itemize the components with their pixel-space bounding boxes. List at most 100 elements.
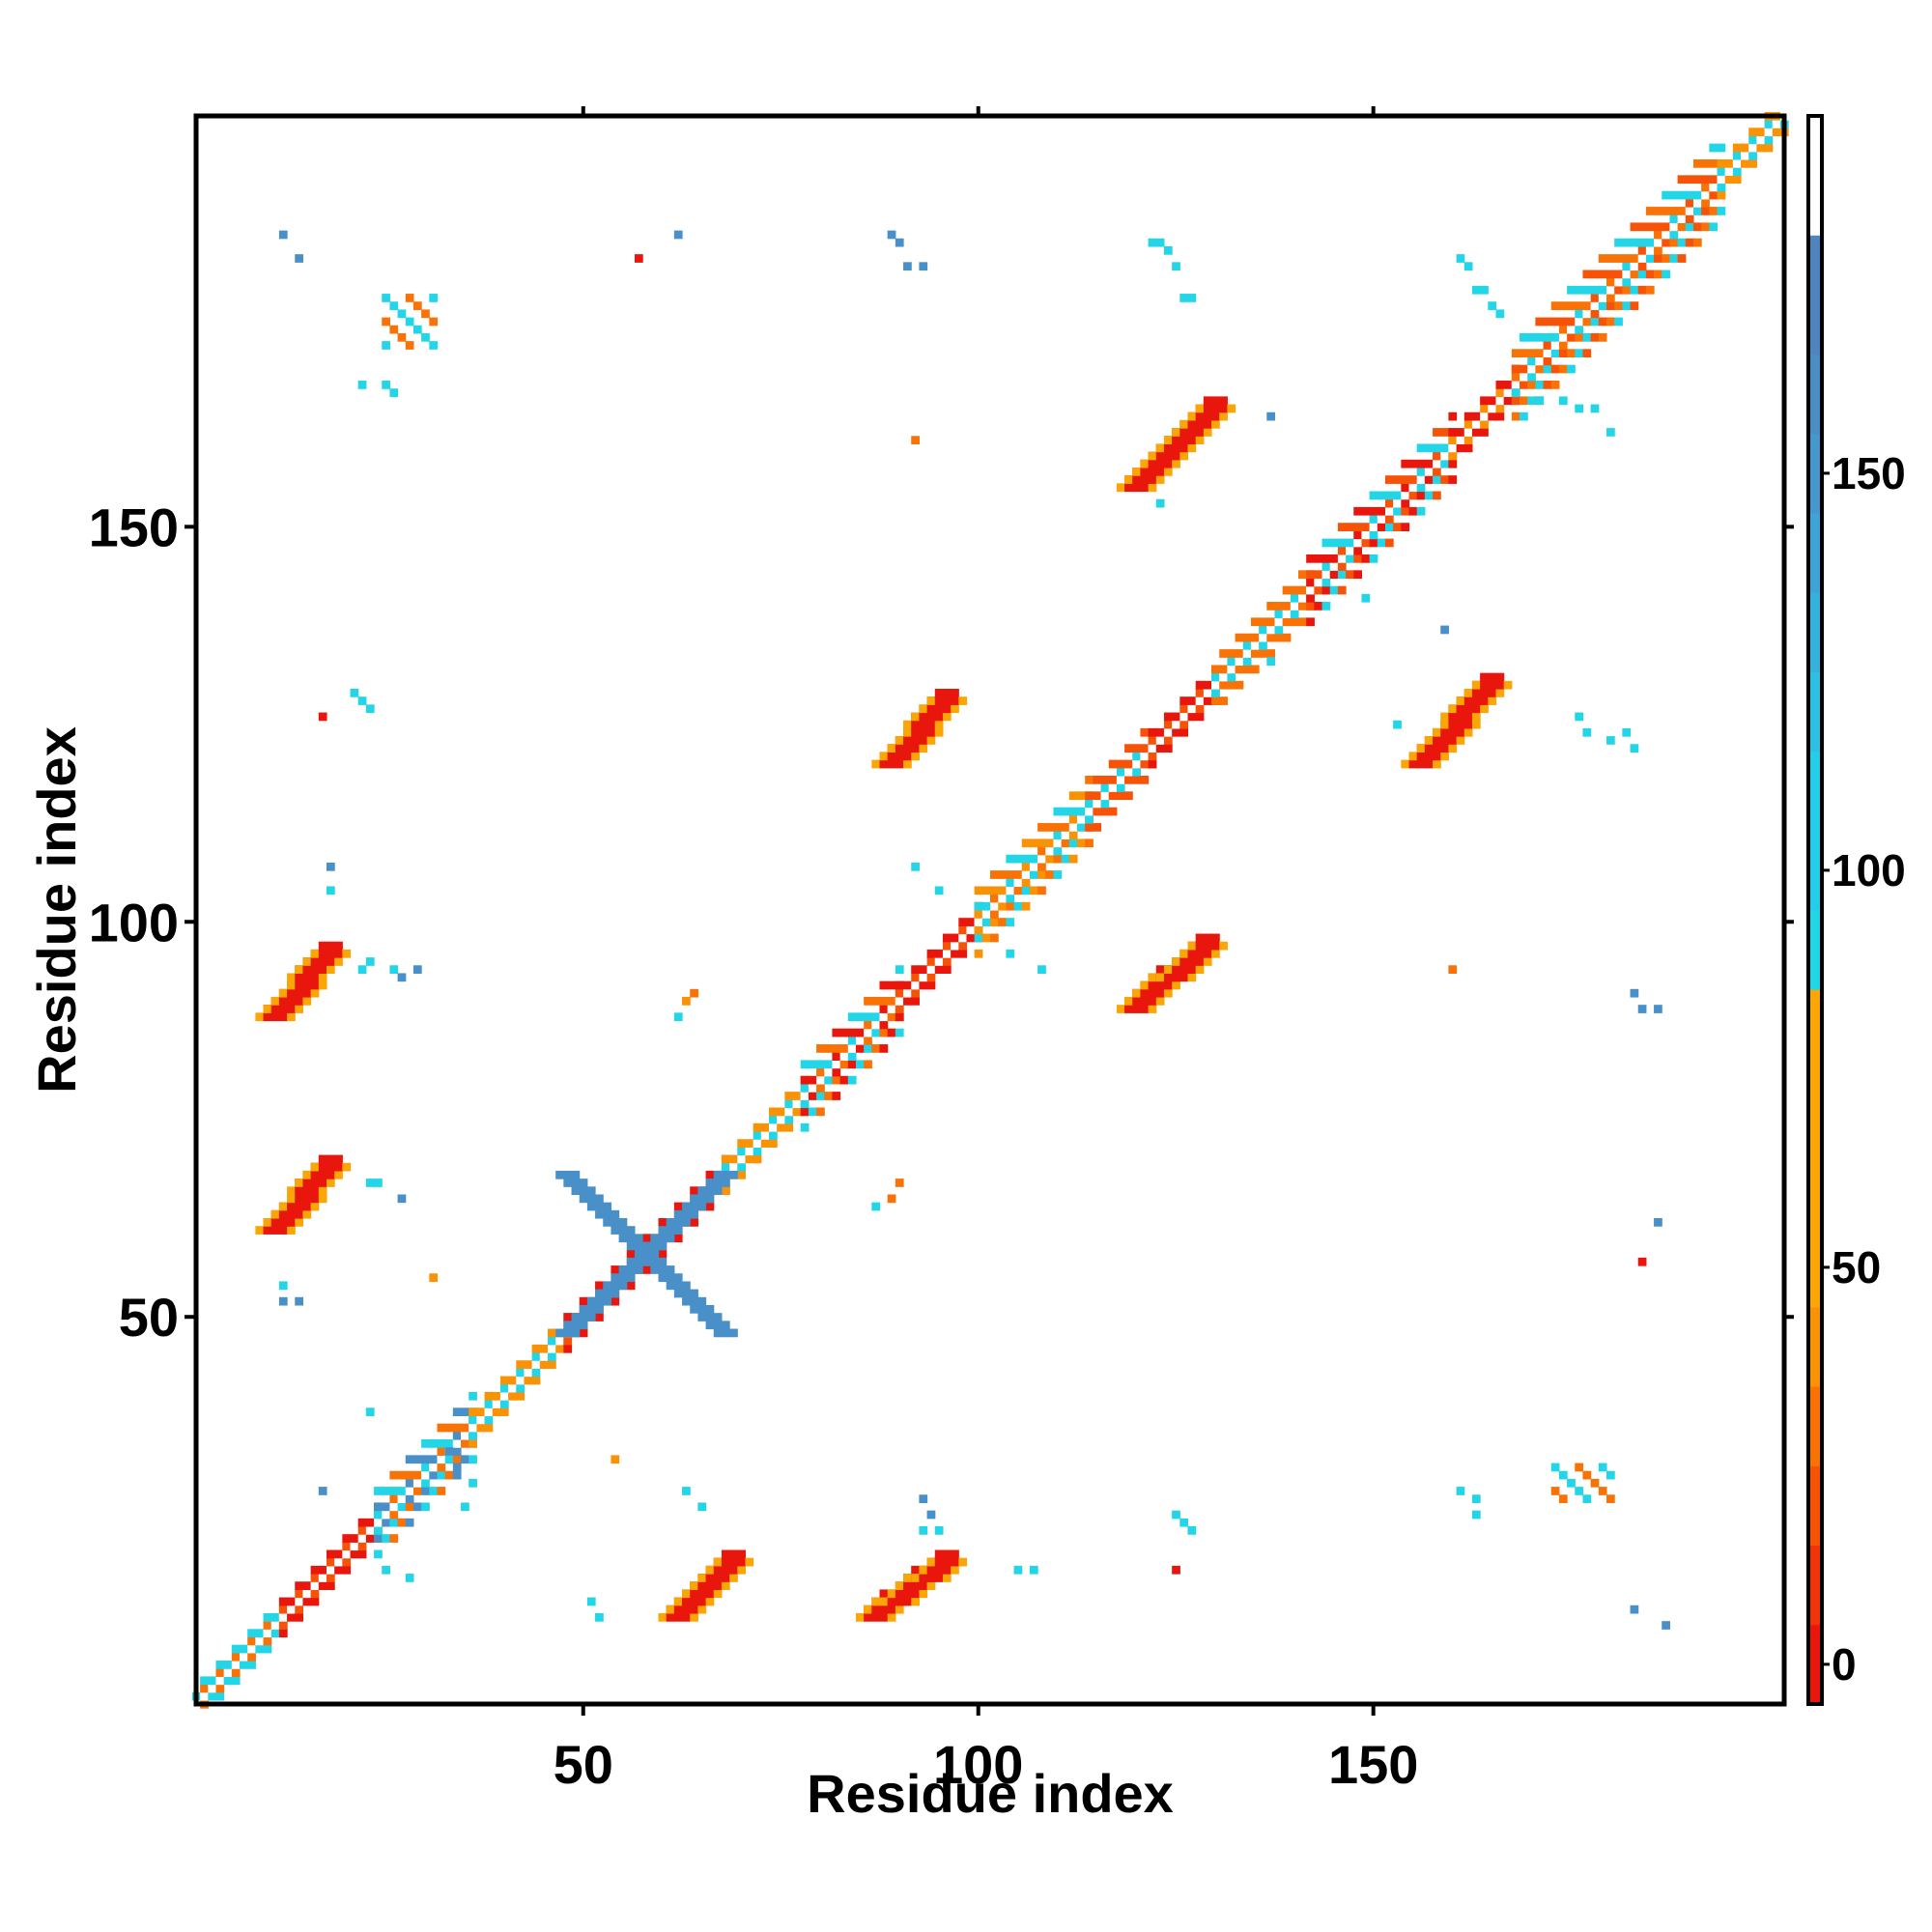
contact-block-cell <box>310 980 320 990</box>
diagonal-cell <box>1550 301 1560 310</box>
diagonal-cell <box>1511 381 1520 389</box>
scatter-cell <box>357 696 367 705</box>
cross-band-cell <box>595 1289 604 1298</box>
contact-block-cell <box>705 1565 715 1575</box>
diagonal-cell <box>879 996 889 1006</box>
diagonal-cell <box>864 996 872 1006</box>
diagonal-cell <box>1053 838 1063 848</box>
contact-block-cell <box>926 1565 936 1575</box>
scatter-cell <box>595 1612 604 1622</box>
diagonal-cell <box>1266 617 1276 627</box>
diagonal-cell <box>1471 412 1481 421</box>
diagonal-cell <box>911 996 920 1006</box>
diagonal-cell <box>1006 894 1015 903</box>
diagonal-cell <box>1393 523 1402 531</box>
diagonal-cell <box>1053 846 1063 856</box>
diagonal-cell <box>864 1036 872 1045</box>
diagonal-cell <box>1203 680 1212 690</box>
scatter-cell <box>911 436 920 445</box>
diagonal-cell <box>1598 270 1607 279</box>
contact-block-cell <box>1471 689 1481 697</box>
cross-band-cell <box>571 1313 581 1321</box>
contact-block-cell <box>1440 712 1449 722</box>
diagonal-cell <box>745 1147 754 1156</box>
diagonal-cell <box>452 1439 462 1448</box>
contact-block-cell <box>895 1589 904 1599</box>
cross-band-cell <box>682 1202 691 1211</box>
contact-block-cell <box>690 1612 698 1622</box>
diagonal-cell <box>1021 854 1031 864</box>
contact-block-cell <box>1211 404 1220 413</box>
diagonal-cell <box>1527 349 1536 358</box>
cross-band-cell <box>713 1328 723 1338</box>
diagonal-cell <box>1463 443 1473 453</box>
colorbar-band <box>1808 592 1822 672</box>
diagonal-cell <box>374 1487 383 1495</box>
diagonal-cell <box>1068 831 1078 839</box>
diagonal-cell <box>1717 167 1726 176</box>
contact-block-cell <box>302 965 312 975</box>
diagonal-cell <box>1456 436 1465 445</box>
diagonal-cell <box>334 1549 343 1559</box>
contact-block-cell <box>270 1012 280 1022</box>
scatter-cell <box>673 1012 683 1022</box>
contact-block-cell <box>713 1565 723 1575</box>
contact-block-cell <box>270 1209 280 1219</box>
cross-band-cell <box>666 1273 675 1282</box>
cross-band-cell <box>713 1170 723 1179</box>
contact-block-cell <box>1582 1470 1592 1480</box>
cross-band-cell <box>673 1289 683 1298</box>
diagonal-cell <box>1654 238 1662 247</box>
contact-block-cell <box>942 1549 952 1559</box>
cross-band-cell <box>586 1313 596 1321</box>
diagonal-cell <box>895 1028 904 1037</box>
diagonal-cell <box>824 1044 833 1053</box>
diagonal-cell <box>357 1542 367 1551</box>
contact-block-cell <box>342 949 352 958</box>
diagonal-cell <box>1290 585 1299 595</box>
diagonal-cell <box>705 1202 715 1211</box>
diagonal-cell <box>855 1036 865 1045</box>
diagonal-cell <box>1329 570 1339 580</box>
diagonal-cell <box>1337 585 1347 595</box>
diagonal-cell <box>769 1115 778 1124</box>
cross-band-cell <box>611 1289 620 1298</box>
contact-block-cell <box>310 1194 320 1204</box>
scatter-cell <box>1622 727 1632 737</box>
diagonal-cell <box>1756 128 1766 137</box>
contact-block-cell <box>255 1012 265 1022</box>
diagonal-cell <box>1416 475 1426 484</box>
diagonal-cell <box>1013 886 1023 895</box>
diagonal-cell <box>847 1044 857 1053</box>
y-tick-label: 150 <box>89 497 179 557</box>
diagonal-cell <box>389 1510 399 1520</box>
contact-block-cell <box>895 736 904 745</box>
cross-band-cell <box>571 1328 581 1338</box>
diagonal-cell <box>1511 372 1520 382</box>
diagonal-cell <box>1053 823 1063 832</box>
diagonal-cell <box>966 933 976 943</box>
diagonal-cell <box>1298 585 1307 595</box>
diagonal-cell <box>1654 222 1662 232</box>
contact-block-cell <box>318 1162 327 1172</box>
diagonal-cell <box>1377 506 1386 516</box>
diagonal-cell <box>342 1565 352 1575</box>
cross-band-cell <box>697 1304 707 1314</box>
scatter-cell <box>382 1565 390 1575</box>
contact-block-cell <box>1463 696 1473 705</box>
diagonal-cell <box>1637 245 1647 255</box>
scatter-cell <box>1361 593 1371 603</box>
contact-block-cell <box>1203 396 1212 406</box>
diagonal-cell <box>247 1652 256 1662</box>
diagonal-cell <box>1045 838 1055 848</box>
diagonal-cell <box>1764 128 1774 137</box>
diagonal-cell <box>855 1012 865 1022</box>
diagonal-cell <box>673 1234 683 1243</box>
contact-block-cell <box>295 1179 303 1187</box>
diagonal-cell <box>721 1154 730 1164</box>
contact-block-cell <box>302 973 312 982</box>
contact-block-cell <box>926 1574 936 1582</box>
diagonal-cell <box>326 1581 335 1590</box>
diagonal-cell <box>1235 649 1244 658</box>
diagonal-cell <box>1045 870 1055 879</box>
